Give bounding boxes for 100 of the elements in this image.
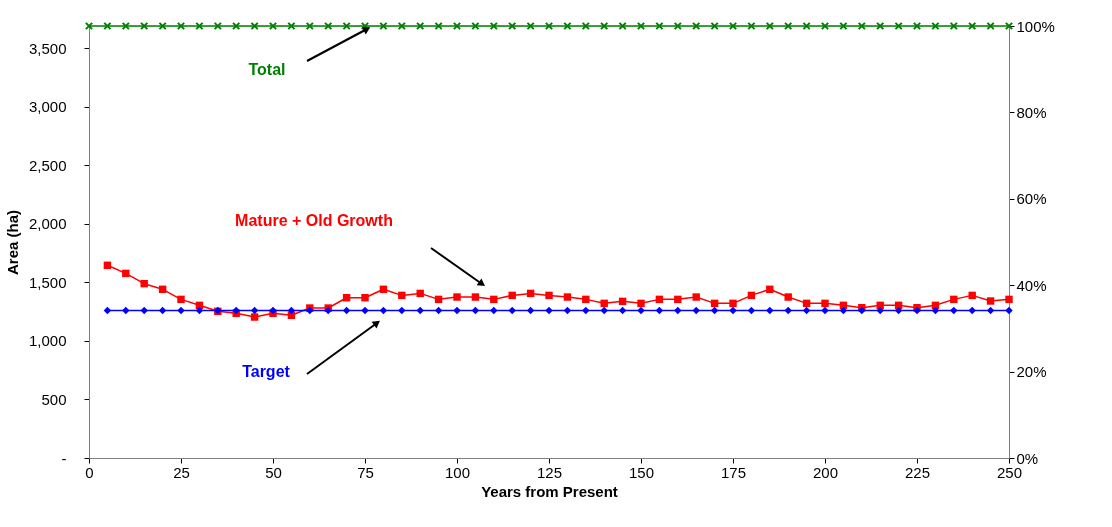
point	[747, 306, 756, 315]
x-tick-label: 200	[812, 463, 839, 481]
point	[821, 299, 829, 308]
point	[949, 21, 958, 31]
point	[563, 306, 572, 315]
point	[912, 21, 922, 31]
point	[195, 306, 204, 315]
point	[637, 299, 645, 308]
point	[361, 306, 369, 315]
point	[950, 295, 958, 304]
point	[802, 306, 811, 315]
point	[397, 21, 406, 31]
point	[526, 306, 535, 315]
x-tick-label: 150	[628, 463, 655, 481]
point	[876, 306, 884, 315]
y-tick-label: 3,000	[28, 98, 67, 116]
point	[637, 306, 645, 315]
point	[177, 306, 185, 315]
point	[176, 21, 186, 31]
x-tick-label: 0	[85, 463, 94, 481]
point	[581, 21, 590, 31]
point	[692, 293, 700, 301]
point	[122, 269, 130, 278]
x-tick-label: 25	[173, 463, 190, 481]
point	[121, 21, 130, 31]
point	[177, 295, 185, 304]
point	[784, 21, 793, 31]
y2-tick-label: 20%	[1016, 363, 1047, 381]
point	[342, 306, 351, 315]
point	[784, 293, 792, 301]
point	[784, 306, 792, 315]
annotation: Total	[248, 61, 286, 78]
point	[471, 306, 480, 315]
point	[416, 21, 425, 31]
point	[563, 293, 572, 301]
point	[453, 306, 461, 315]
point	[600, 306, 608, 315]
point	[416, 306, 424, 315]
point	[765, 21, 774, 31]
annotation: Target	[242, 363, 291, 380]
point	[140, 306, 148, 315]
point	[140, 21, 149, 31]
point	[674, 306, 682, 315]
point	[1005, 295, 1013, 304]
point	[122, 306, 130, 315]
point	[84, 21, 94, 31]
point	[674, 295, 682, 304]
x-tick-label: 175	[720, 463, 747, 481]
point	[968, 291, 976, 300]
point	[655, 306, 664, 315]
point	[821, 306, 829, 315]
point	[766, 285, 774, 294]
point	[600, 21, 609, 31]
x-tick-label: 225	[904, 463, 931, 481]
y-tick-label: -	[61, 449, 67, 467]
point	[398, 306, 406, 315]
y-axis-title: Area (ha)	[3, 209, 21, 276]
x-tick-label: 50	[265, 463, 282, 481]
point	[876, 301, 884, 310]
point	[213, 21, 222, 31]
point	[545, 306, 553, 315]
point	[692, 21, 701, 31]
point	[398, 291, 406, 300]
point	[894, 306, 903, 315]
point	[508, 291, 516, 300]
point	[600, 299, 608, 308]
point	[361, 294, 369, 302]
x-tick-label: 100	[444, 463, 471, 481]
point	[1005, 306, 1013, 315]
y-tick-label: 2,000	[28, 215, 67, 233]
point	[305, 21, 314, 31]
point	[986, 297, 995, 305]
point	[490, 306, 498, 315]
x-tick-label: 125	[536, 463, 563, 481]
point	[729, 306, 737, 315]
point	[508, 306, 516, 315]
y-tick-label: 3,500	[28, 39, 67, 57]
point	[452, 21, 462, 31]
point	[876, 21, 885, 31]
y-tick-label: 2,500	[28, 156, 67, 174]
point	[287, 306, 296, 315]
y-tick-label: 1,000	[28, 332, 67, 350]
point	[636, 21, 646, 31]
y2-tick-label: 60%	[1016, 190, 1047, 208]
point	[582, 306, 590, 315]
point	[471, 293, 480, 301]
point	[434, 306, 443, 315]
annotation: Mature + Old Growth	[235, 212, 393, 229]
point	[729, 299, 737, 308]
point	[931, 306, 940, 315]
y-tick-label: 1,500	[28, 273, 67, 291]
point	[508, 21, 517, 31]
point	[950, 306, 958, 315]
point	[857, 21, 866, 31]
point	[728, 21, 738, 31]
point	[1004, 21, 1014, 31]
point	[968, 21, 977, 31]
point	[968, 306, 976, 315]
point	[489, 21, 498, 31]
point	[490, 295, 498, 304]
